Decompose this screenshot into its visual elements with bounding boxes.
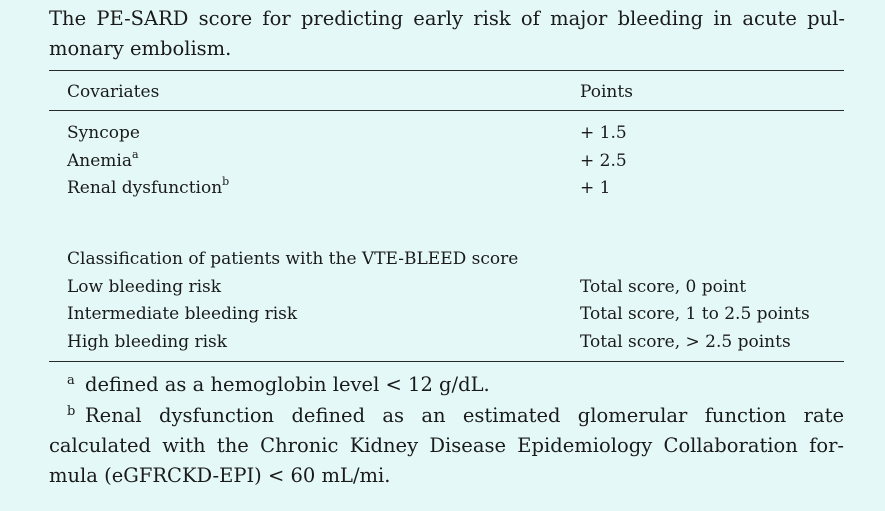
risk-intermediate-score: Total score, 1 to 2.5 points [580,304,810,324]
classification-heading: Classification of patients with the VTE-… [67,249,519,269]
footnote-ref-a: a [131,148,139,162]
risk-low-label: Low bleeding risk [67,277,222,297]
footnote-b-line-3: mula (eGFRCKD-EPI) < 60 mL/mi. [49,464,391,487]
header-rule [49,110,844,111]
caption-line-2: monary embolism. [49,37,232,60]
covariate-syncope-points: + 1.5 [580,123,627,143]
risk-low-score: Total score, 0 point [580,277,747,297]
risk-intermediate-label: Intermediate bleeding risk [67,304,298,324]
risk-high-score: Total score, > 2.5 points [580,332,791,352]
covariate-renal-label: Renal dysfunctionb [67,175,230,198]
table-caption: The PE-SARD score for predicting early r… [49,4,845,64]
footnote-a-text: defined as a hemoglobin level < 12 g/dL. [85,373,490,396]
risk-high-label: High bleeding risk [67,332,228,352]
header-points: Points [580,82,633,102]
footnote-b-line-2: calculated with the Chronic Kidney Disea… [49,434,844,457]
caption-line-1: The PE-SARD score for predicting early r… [49,7,845,30]
covariate-anemia-points: + 2.5 [580,151,627,171]
table-bottom-rule [49,361,844,362]
covariate-renal-points: + 1 [580,178,611,198]
covariate-anemia-label: Anemiaa [67,148,139,171]
footnote-b: b Renal dysfunction defined as an estimat… [49,401,844,491]
table-top-rule [49,70,844,71]
covariate-syncope-label: Syncope [67,123,140,143]
header-covariates: Covariates [67,82,160,102]
footnote-b-line-1: b Renal dysfunction defined as an estimat… [67,403,844,427]
footnote-ref-b: b [222,175,230,189]
footnote-a: a defined as a hemoglobin level < 12 g/dL… [67,372,490,396]
